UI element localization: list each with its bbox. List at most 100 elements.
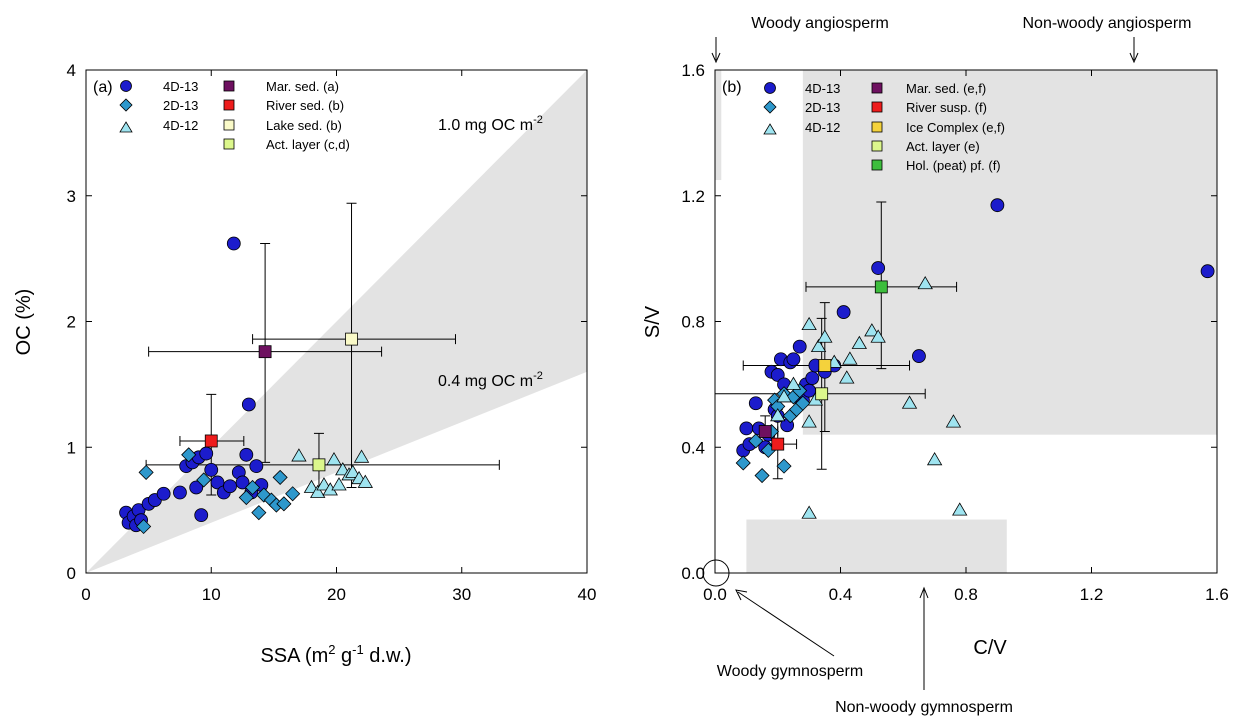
- xlabel-a-part1: SSA (m: [260, 645, 328, 667]
- b-point-4d-12-16: [917, 275, 933, 290]
- a-ytick-label-3: 3: [67, 187, 76, 206]
- a-point-4d-13-8: [156, 486, 171, 501]
- legend-b-marker-2d13: [763, 100, 777, 114]
- a-point-4d-13-17: [210, 475, 225, 490]
- non-woody-gymnosperm-arrow-icon: [919, 586, 929, 690]
- panel-label-b: (b): [722, 79, 742, 96]
- legend-b-label-mar-sed: Mar. sed. (e,f): [906, 81, 986, 96]
- legend-b-label-river-susp: River susp. (f): [906, 100, 987, 115]
- legend-b-marker-4d12: [763, 123, 777, 135]
- annotation-woody-gymnosperm: Woody gymnosperm: [717, 663, 863, 680]
- annotation-04mg-sup: -2: [533, 370, 543, 382]
- a-point-2d-13-12: [285, 486, 301, 502]
- legend-marker-4d13: [120, 80, 132, 92]
- legend-b-marker-mar-sed: [871, 82, 883, 94]
- legend-label-mar-sed: Mar. sed. (a): [266, 79, 339, 94]
- legend-b-label-ice-complex: Ice Complex (e,f): [906, 120, 1005, 135]
- b-point-4d-12-8: [817, 329, 833, 343]
- b-ytick-label-4: 1.6: [681, 61, 705, 80]
- legend-label-4d12: 4D-12: [163, 118, 198, 133]
- annotation-1mg: 1.0 mg OC m-2: [438, 114, 543, 134]
- y-axis-label-a: OC (%): [13, 289, 35, 356]
- b-point-4d-12-19: [952, 502, 968, 516]
- a-point-4d-12-11: [353, 449, 370, 463]
- x-axis-label-a: SSA (m2 g-1 d.w.): [260, 642, 411, 667]
- a-xtick-label-0: 0: [81, 585, 90, 604]
- legend-b-label-act-layer: Act. layer (e): [906, 139, 980, 154]
- b-point-4d-12-14: [870, 329, 886, 343]
- axis-ticks-a: 0 10 20 30 40 0 1 2 3 4: [67, 61, 597, 604]
- legend-label-lake-sed: Lake sed. (b): [266, 118, 342, 133]
- a-point-4d-12-0: [291, 448, 307, 462]
- xlabel-a-sup2: -1: [352, 642, 364, 657]
- legend-marker-4d12: [119, 121, 133, 133]
- annotation-non-woody-gymnosperm: Non-woody gymnosperm: [835, 699, 1013, 716]
- legend-marker-mar-sed: [223, 80, 235, 92]
- a-xtick-label-2: 20: [327, 585, 346, 604]
- a-point-2d-13-5: [245, 479, 261, 496]
- a-point-4d-12-5: [326, 452, 342, 466]
- b-point-4d-13-15: [786, 352, 801, 367]
- legend-b-marker-4d13: [764, 82, 776, 94]
- legend-b-label-hol-peat: Hol. (peat) pf. (f): [906, 158, 1001, 173]
- b-xtick-label-2: 0.8: [954, 585, 978, 604]
- legend-marker-act-layer: [223, 138, 235, 150]
- a-ref-marker-river-sed-b: [204, 434, 218, 448]
- a-point-4d-13-19: [223, 479, 237, 494]
- b-point-4d-13-25: [836, 305, 851, 319]
- legend-b: 4D-13 2D-13 4D-12 Mar. sed. (e,f) River …: [763, 81, 1005, 173]
- annotation-1mg-text: 1.0 mg OC m: [438, 117, 533, 134]
- legend-b-label-4d13: 4D-13: [805, 81, 840, 96]
- b-point-4d-12-4: [801, 316, 817, 331]
- legend-marker-river-sed: [223, 99, 235, 111]
- a-point-4d-13-26: [249, 459, 264, 474]
- b-ytick-label-0: 0.0: [681, 564, 705, 583]
- a-ref-marker-act-layer-c-d: [312, 458, 326, 472]
- b-point-2d-13-7: [776, 458, 792, 474]
- a-point-2d-13-3: [196, 472, 212, 488]
- b-ytick-label-3: 1.2: [681, 187, 705, 206]
- a-point-4d-13-9: [173, 485, 187, 500]
- legend-marker-2d13: [119, 98, 133, 112]
- legend-b-marker-act-layer: [871, 140, 883, 152]
- panel-label-a: (a): [93, 79, 113, 96]
- b-point-4d-12-12: [851, 335, 868, 349]
- a-point-2d-13-2: [181, 447, 197, 463]
- a-point-4d-13-12: [189, 480, 204, 495]
- legend-b-marker-river-susp: [871, 101, 883, 113]
- a-point-4d-13-20: [226, 236, 241, 251]
- legend-marker-lake-sed: [223, 119, 235, 131]
- panel-b: 0.0 0.4 0.8 1.2 1.6 0.0 0.4 0.8 1.2 1.6 (b) 4D-13…: [642, 15, 1229, 716]
- b-point-2d-13-2: [754, 467, 770, 484]
- a-point-2d-13-11: [276, 496, 292, 512]
- b-point-4d-12-0: [770, 408, 786, 422]
- b-point-4d-13-17: [792, 339, 807, 354]
- scatter-points-b: [735, 198, 1215, 519]
- annotation-04mg-text: 0.4 mg OC m: [438, 373, 533, 390]
- scatter-points-a: [119, 236, 374, 535]
- x-axis-label-b: C/V: [973, 637, 1007, 659]
- legend-a: 4D-13 2D-13 4D-12 Mar. sed. (a) River se…: [119, 79, 350, 152]
- a-point-2d-13-0: [136, 518, 152, 535]
- reference-markers-a: [204, 332, 358, 472]
- y-axis-label-b: S/V: [642, 305, 664, 338]
- xlabel-a-part2: g: [335, 645, 352, 667]
- b-point-4d-13-29: [1200, 264, 1215, 279]
- a-point-2d-13-6: [251, 505, 267, 521]
- a-point-4d-13-23: [239, 447, 254, 462]
- legend-label-river-sed: River sed. (b): [266, 98, 344, 113]
- a-point-2d-13-10: [272, 469, 288, 485]
- a-point-4d-13-24: [241, 397, 256, 412]
- b-point-4d-13-26: [871, 261, 886, 275]
- b-point-4d-12-11: [842, 351, 858, 365]
- xlabel-a-sup1: 2: [328, 642, 335, 657]
- annotation-04mg: 0.4 mg OC m-2: [438, 370, 543, 390]
- b-ref-marker-river-susp-f: [771, 437, 785, 451]
- b-point-4d-13-28: [990, 198, 1005, 213]
- a-xtick-label-4: 40: [578, 585, 597, 604]
- woody-angiosperm-arrow-icon: [711, 37, 721, 64]
- a-point-2d-13-1: [138, 464, 154, 480]
- woody-gymnosperm-arrow-icon: [735, 589, 835, 657]
- b-ytick-label-1: 0.4: [681, 438, 705, 457]
- b-point-4d-12-18: [945, 414, 962, 428]
